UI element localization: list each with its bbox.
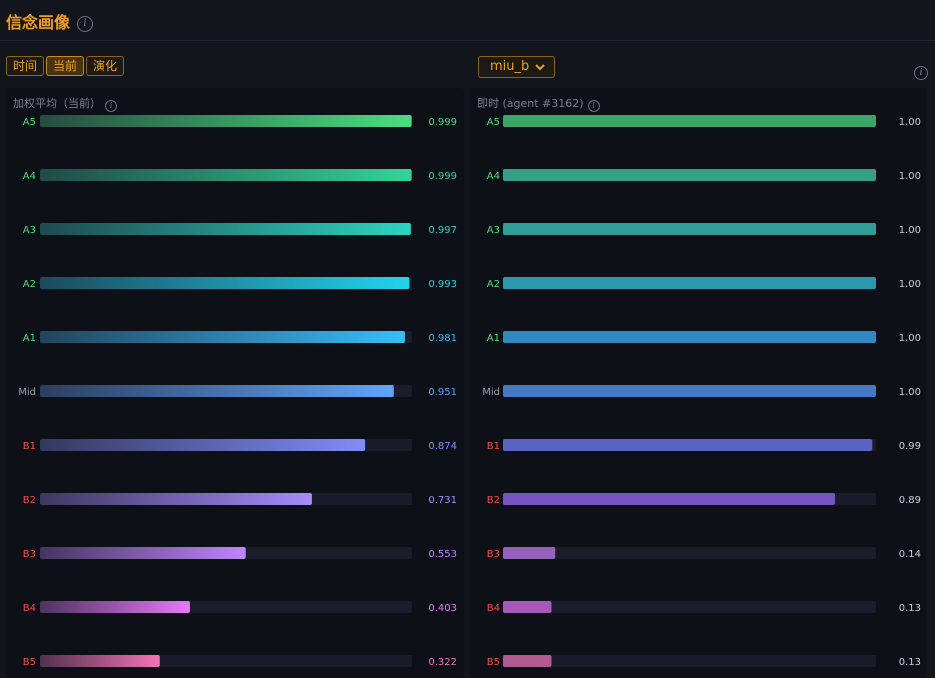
panel-title-text: 即时 (agent #3162) [477, 97, 584, 110]
agent-select[interactable]: miu_b [478, 56, 555, 78]
tab-evolution[interactable]: 演化 [86, 56, 125, 76]
category-label: A2 [487, 279, 500, 290]
value-label: 1.00 [899, 225, 921, 236]
category-label: A4 [487, 171, 500, 182]
value-label: 1.00 [899, 279, 921, 290]
value-label: 1.00 [899, 171, 921, 182]
bar [503, 655, 552, 667]
category-label: B5 [23, 657, 36, 668]
bar [503, 601, 552, 613]
view-tabs: 时间 当前 演化 [6, 56, 125, 76]
bar [40, 493, 312, 505]
bar [40, 169, 412, 181]
instant-chart: A5 1.00 A4 1.00 A3 1.00 A2 1.00 A1 1.00 Mid 1.00 B1 0… [482, 115, 921, 668]
category-label: A4 [23, 171, 36, 182]
category-label: B1 [23, 441, 36, 452]
agent-select-value: miu_b [490, 59, 530, 74]
category-label: A5 [23, 117, 36, 128]
value-label: 0.999 [428, 117, 457, 128]
chevron-down-icon [534, 57, 546, 85]
bar-track [503, 547, 876, 559]
panel-title-text: 加权平均（当前） [13, 97, 101, 110]
value-label: 0.13 [899, 603, 921, 614]
instant-panel: 即时 (agent #3162) i A5 1.00 A4 1.00 A3 1.00 A2 1.… [470, 88, 926, 678]
category-label: B2 [23, 495, 36, 506]
bar-track [503, 655, 876, 667]
value-label: 0.997 [428, 225, 457, 236]
bar [503, 169, 876, 181]
bar [503, 115, 876, 127]
panel-title: 加权平均（当前） i [13, 95, 117, 112]
category-label: B1 [487, 441, 500, 452]
tab-current[interactable]: 当前 [46, 56, 85, 76]
category-label: B4 [23, 603, 36, 614]
bar [503, 493, 835, 505]
value-label: 1.00 [899, 117, 921, 128]
bar [40, 385, 394, 397]
bar [40, 439, 366, 451]
page-title: 信念画像 [6, 13, 71, 32]
info-icon[interactable]: i [77, 16, 93, 32]
value-label: 0.89 [899, 495, 921, 506]
value-label: 0.981 [428, 333, 457, 344]
bar [503, 547, 556, 559]
bar [40, 223, 411, 235]
category-label: A5 [487, 117, 500, 128]
info-icon[interactable]: i [587, 100, 600, 112]
category-label: A3 [23, 225, 36, 236]
info-icon[interactable]: i [105, 100, 117, 112]
value-label: 0.403 [428, 603, 457, 614]
weighted-average-chart: A5 0.999 A4 0.999 A3 0.997 A2 0.993 A1 0.981 Mid 0.… [18, 115, 457, 668]
value-label: 1.00 [899, 387, 921, 398]
value-label: 1.00 [899, 333, 921, 344]
value-label: 0.874 [428, 441, 457, 452]
value-label: 0.99 [899, 441, 921, 452]
category-label: B3 [487, 549, 500, 560]
value-label: 0.322 [428, 657, 457, 668]
value-label: 0.13 [899, 657, 921, 668]
panel-title: 即时 (agent #3162) i [477, 95, 600, 112]
bar [40, 331, 405, 343]
tab-time[interactable]: 时间 [6, 56, 45, 76]
category-label: A1 [487, 333, 500, 344]
category-label: B4 [487, 603, 500, 614]
category-label: Mid [482, 387, 500, 398]
category-label: B3 [23, 549, 36, 560]
info-icon[interactable]: i [914, 66, 928, 80]
category-label: Mid [18, 387, 36, 398]
value-label: 0.999 [428, 171, 457, 182]
value-label: 0.731 [428, 495, 457, 506]
value-label: 0.951 [428, 387, 457, 398]
bar [503, 439, 873, 451]
bar [40, 115, 412, 127]
category-label: A2 [23, 279, 36, 290]
bar [503, 223, 876, 235]
value-label: 0.993 [428, 279, 457, 290]
value-label: 0.14 [899, 549, 921, 560]
category-label: B2 [487, 495, 500, 506]
weighted-average-panel: 加权平均（当前） i A5 0.999 A4 0.999 A3 0.997 A2 0.993 A1… [6, 88, 464, 678]
category-label: A1 [23, 333, 36, 344]
bar [503, 277, 876, 289]
bar [40, 277, 410, 289]
value-label: 0.553 [428, 549, 457, 560]
bar-track [503, 601, 876, 613]
header-divider [0, 40, 935, 41]
bar [40, 547, 246, 559]
bar [503, 385, 876, 397]
category-label: B5 [487, 657, 500, 668]
category-label: A3 [487, 225, 500, 236]
bar [40, 601, 190, 613]
bar [503, 331, 876, 343]
bar [40, 655, 160, 667]
